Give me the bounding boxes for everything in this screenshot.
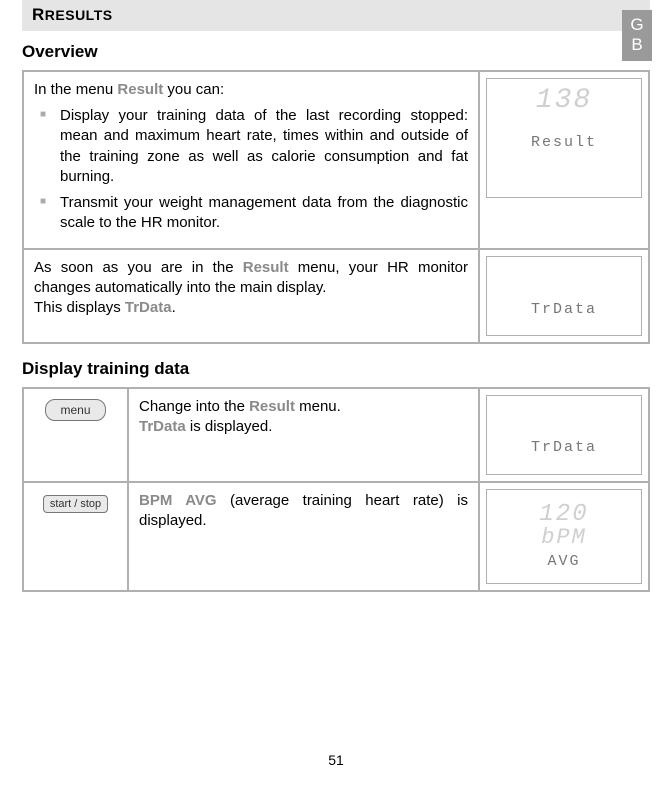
overview-table: In the menu Result you can: Display your…: [22, 70, 650, 344]
page-number: 51: [0, 751, 672, 770]
start-stop-button[interactable]: start / stop: [43, 495, 108, 514]
text: Change into the: [139, 398, 249, 415]
menu-button[interactable]: menu: [45, 399, 105, 421]
display-cell: TrData: [479, 249, 649, 343]
display-cell: TrData: [479, 388, 649, 482]
result-keyword: Result: [249, 398, 295, 415]
button-cell: start / stop: [23, 482, 128, 591]
list-item: Display your training data of the last r…: [40, 106, 468, 187]
lcd-display: TrData: [486, 256, 642, 336]
lcd-display: TrData: [486, 395, 642, 475]
bullet-list: Display your training data of the last r…: [40, 106, 468, 234]
table-row: In the menu Result you can: Display your…: [23, 71, 649, 249]
training-table: menu Change into the Result menu. TrData…: [22, 387, 650, 592]
overview-row1-text: In the menu Result you can: Display your…: [23, 71, 479, 249]
overview-row2-text: As soon as you are in the Result menu, y…: [23, 249, 479, 343]
lcd-label: AVG: [547, 552, 580, 572]
text: This displays: [34, 299, 125, 316]
lcd-unit: bPM: [541, 527, 587, 549]
training-heading: Display training data: [22, 358, 650, 381]
lcd-display: 138 Result: [486, 78, 642, 198]
text: .: [172, 299, 176, 316]
trdata-keyword: TrData: [125, 299, 172, 316]
lcd-label: TrData: [531, 300, 597, 320]
display-cell: 138 Result: [479, 71, 649, 249]
training-row1-text: Change into the Result menu. TrData is d…: [128, 388, 479, 482]
button-cell: menu: [23, 388, 128, 482]
text: you can:: [163, 81, 224, 98]
training-row2-text: BPM AVG (average training heart rate) is…: [128, 482, 479, 591]
result-keyword: Result: [117, 81, 163, 98]
trdata-keyword: TrData: [139, 418, 186, 435]
text: menu.: [295, 398, 341, 415]
table-row: As soon as you are in the Result menu, y…: [23, 249, 649, 343]
section-header: RRESULTS: [22, 0, 650, 31]
text: As soon as you are in the: [34, 259, 243, 276]
bpmavg-keyword: BPM AVG: [139, 492, 217, 509]
table-row: start / stop BPM AVG (average training h…: [23, 482, 649, 591]
lcd-label: Result: [531, 133, 597, 153]
display-cell: 120 bPM AVG: [479, 482, 649, 591]
lcd-number: 138: [536, 87, 592, 115]
lcd-number: 120: [539, 503, 588, 527]
table-row: menu Change into the Result menu. TrData…: [23, 388, 649, 482]
text: In the menu: [34, 81, 117, 98]
overview-heading: Overview: [22, 41, 650, 64]
lcd-label: TrData: [531, 438, 597, 458]
text: is displayed.: [186, 418, 273, 435]
language-tab: GB: [622, 10, 652, 61]
list-item: Transmit your weight management data fro…: [40, 193, 468, 234]
result-keyword: Result: [243, 259, 289, 276]
header-text: RESULTS: [45, 7, 113, 23]
lcd-display: 120 bPM AVG: [486, 489, 642, 584]
